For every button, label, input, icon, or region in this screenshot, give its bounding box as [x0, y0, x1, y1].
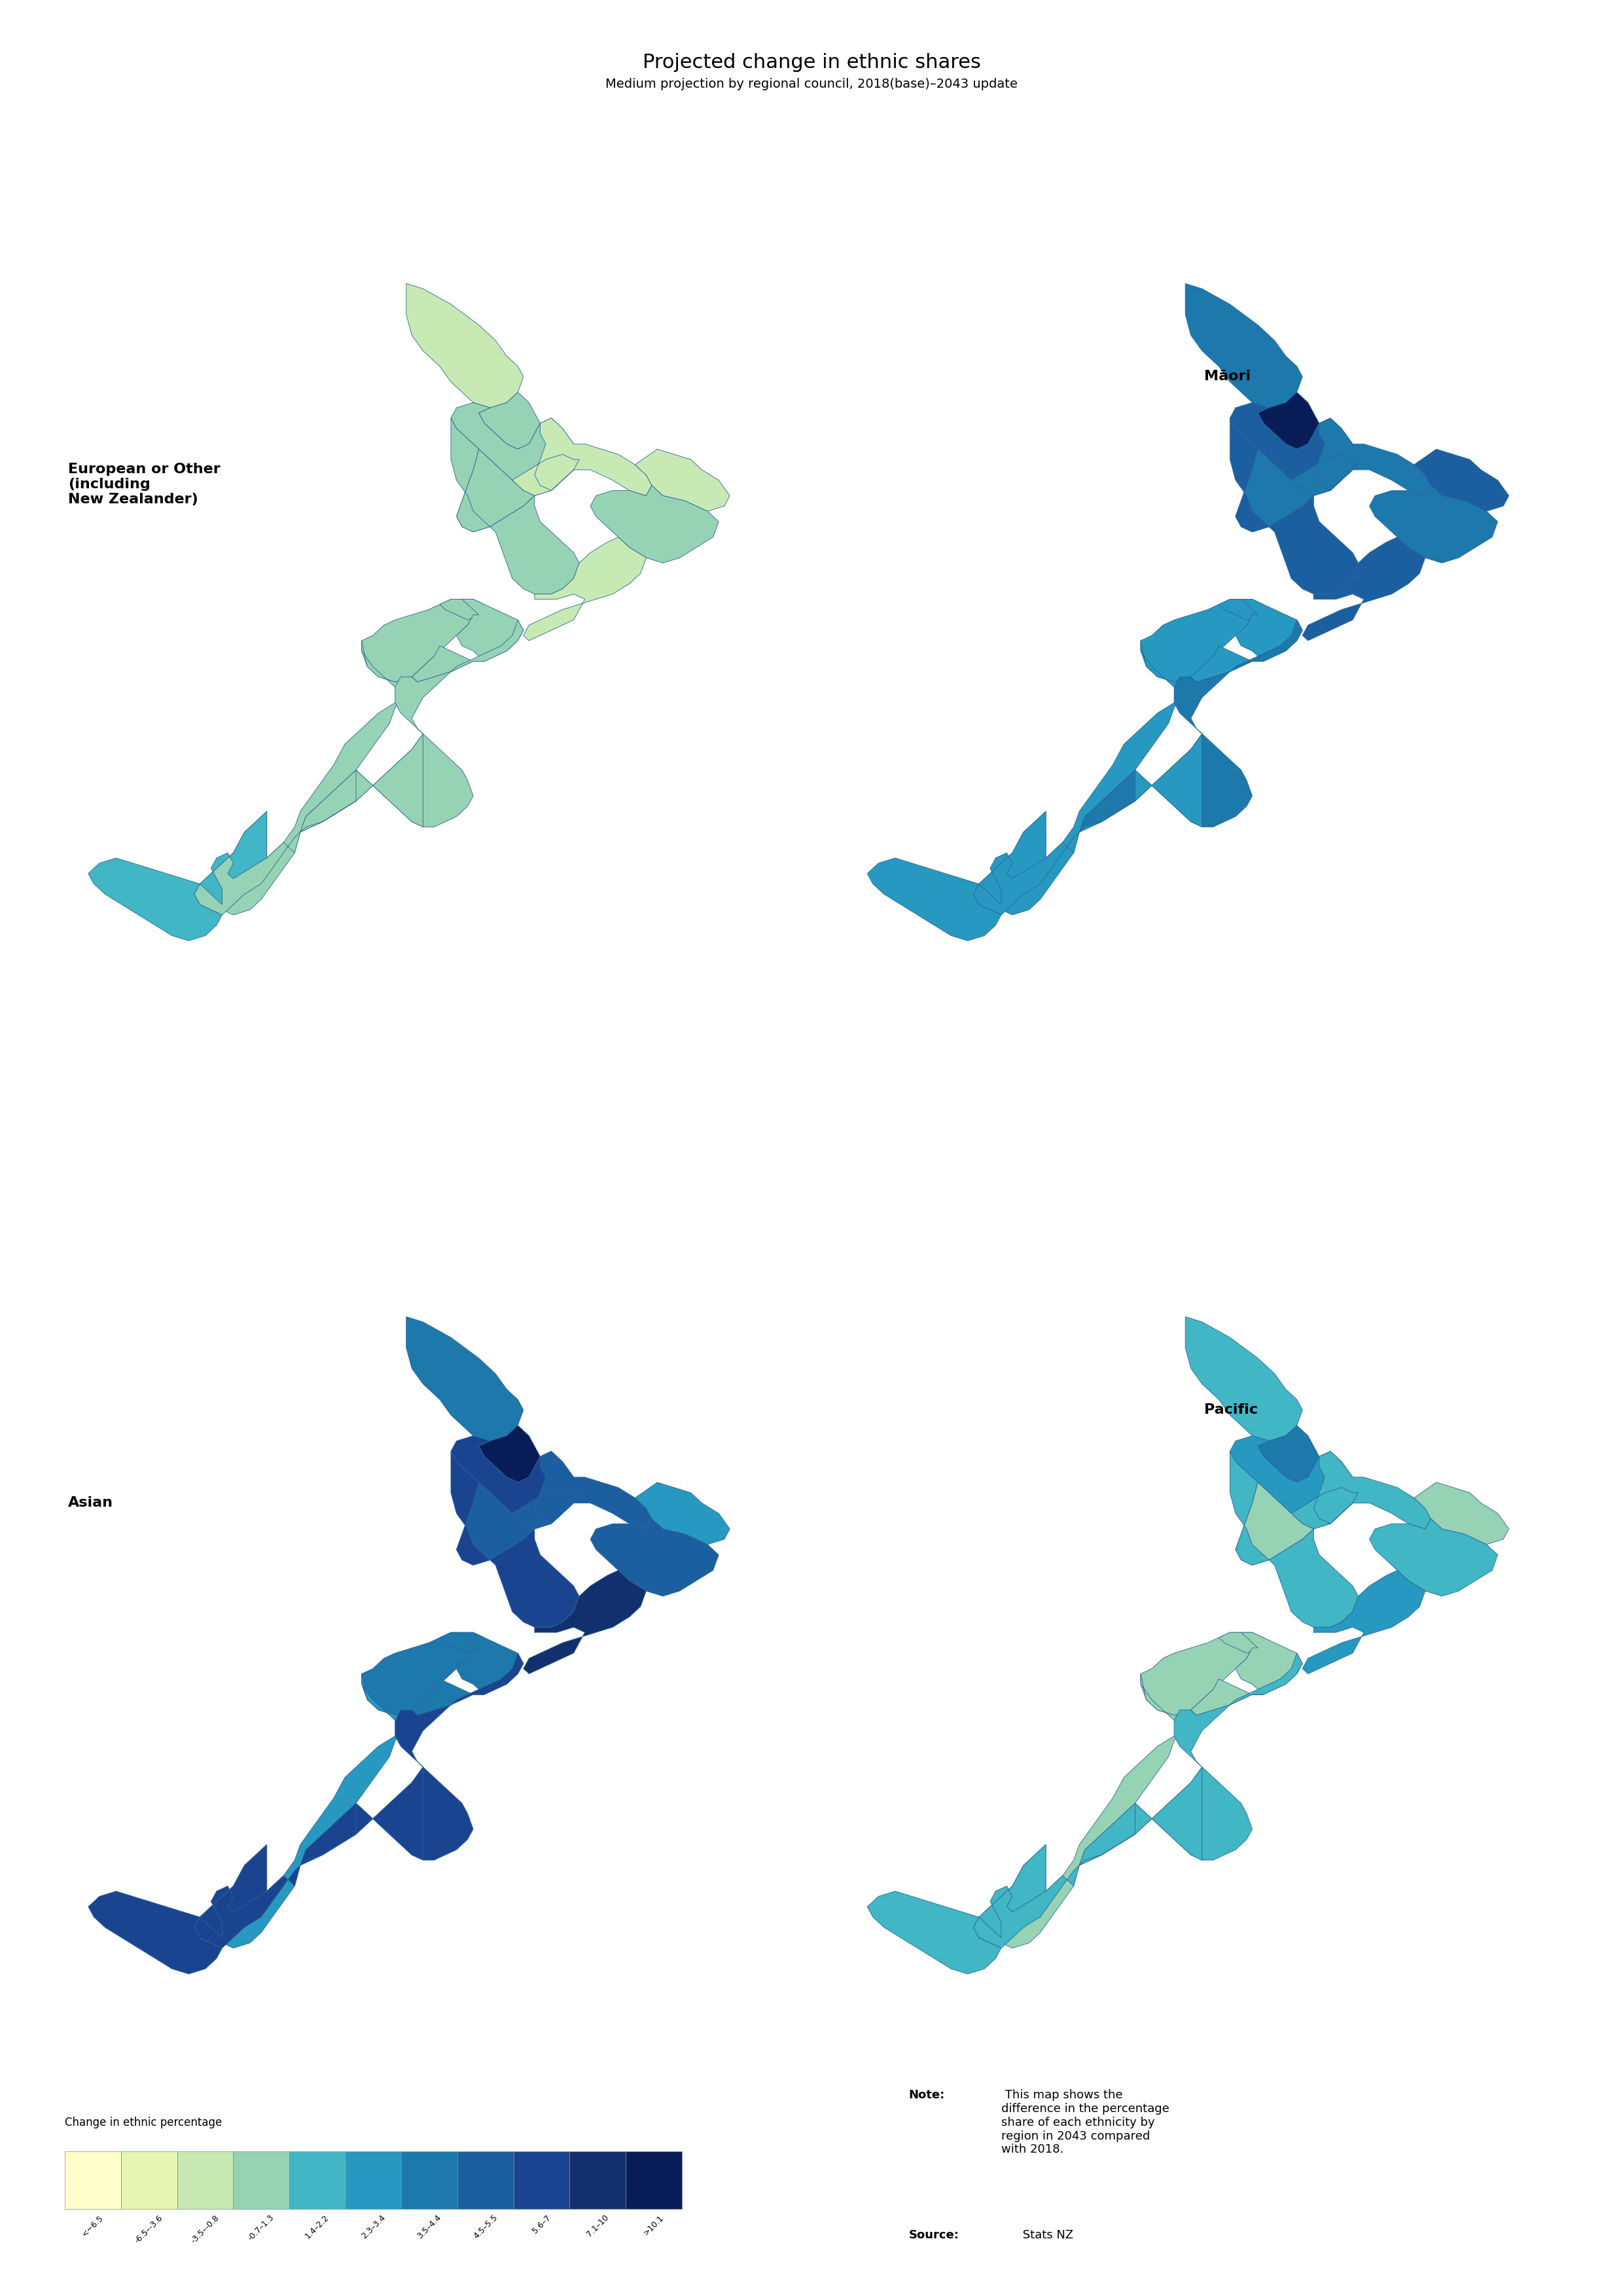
- Polygon shape: [1230, 1451, 1358, 1628]
- Polygon shape: [1370, 1518, 1498, 1596]
- Text: Projected change in ethnic shares: Projected change in ethnic shares: [643, 53, 980, 71]
- Polygon shape: [1191, 599, 1303, 682]
- Text: Source:: Source:: [909, 2229, 959, 2241]
- Text: >10.1: >10.1: [641, 2213, 665, 2236]
- Polygon shape: [995, 641, 1196, 914]
- Text: 2.3–3.4: 2.3–3.4: [360, 2213, 386, 2241]
- Polygon shape: [513, 1451, 652, 1529]
- Text: -6.5–-3.6: -6.5–-3.6: [133, 2213, 164, 2245]
- Polygon shape: [406, 1316, 524, 1442]
- Polygon shape: [300, 1653, 524, 1864]
- Polygon shape: [440, 599, 484, 620]
- Polygon shape: [1235, 450, 1313, 533]
- Text: Change in ethnic percentage: Change in ethnic percentage: [65, 2117, 222, 2128]
- Polygon shape: [1414, 1483, 1509, 1545]
- Polygon shape: [216, 641, 417, 914]
- Polygon shape: [456, 1483, 534, 1566]
- Polygon shape: [1219, 1632, 1263, 1653]
- Polygon shape: [362, 599, 474, 682]
- Polygon shape: [300, 620, 524, 831]
- Text: Asian: Asian: [68, 1497, 114, 1508]
- Polygon shape: [451, 1435, 579, 1529]
- Polygon shape: [867, 1844, 1045, 1975]
- Polygon shape: [1191, 1632, 1303, 1715]
- Text: 7.1–10: 7.1–10: [584, 2213, 610, 2239]
- Polygon shape: [974, 735, 1203, 914]
- Polygon shape: [451, 1451, 579, 1628]
- Text: 5.6–7: 5.6–7: [531, 2213, 552, 2234]
- Polygon shape: [88, 1844, 266, 1975]
- Text: -0.7–1.3: -0.7–1.3: [247, 2213, 276, 2243]
- Polygon shape: [412, 599, 524, 682]
- Polygon shape: [1370, 484, 1498, 563]
- Polygon shape: [1303, 537, 1425, 641]
- Polygon shape: [1079, 620, 1303, 831]
- Polygon shape: [451, 402, 579, 496]
- Text: -3.5–-0.8: -3.5–-0.8: [190, 2213, 221, 2245]
- Polygon shape: [479, 393, 540, 450]
- Polygon shape: [513, 418, 652, 496]
- Text: This map shows the
difference in the percentage
share of each ethnicity by
regio: This map shows the difference in the per…: [1001, 2089, 1170, 2156]
- Polygon shape: [440, 1632, 484, 1653]
- Polygon shape: [1258, 393, 1319, 450]
- Text: Māori: Māori: [1204, 370, 1251, 383]
- Text: European or Other
(including
New Zealander): European or Other (including New Zealand…: [68, 464, 221, 505]
- Polygon shape: [1185, 282, 1303, 409]
- Text: Note:: Note:: [909, 2089, 945, 2101]
- Polygon shape: [406, 282, 524, 409]
- Text: Medium projection by regional council, 2018(base)–2043 update: Medium projection by regional council, 2…: [605, 78, 1018, 90]
- Polygon shape: [1303, 1570, 1425, 1674]
- Polygon shape: [1292, 418, 1431, 496]
- Polygon shape: [995, 1674, 1196, 1947]
- Polygon shape: [1230, 402, 1358, 496]
- Polygon shape: [635, 450, 730, 512]
- Polygon shape: [195, 1768, 424, 1947]
- Text: Pacific: Pacific: [1204, 1403, 1258, 1417]
- Polygon shape: [1292, 1451, 1431, 1529]
- Polygon shape: [362, 1632, 474, 1715]
- Polygon shape: [195, 735, 424, 914]
- Polygon shape: [1258, 1426, 1319, 1483]
- Polygon shape: [412, 1632, 524, 1715]
- Polygon shape: [524, 1570, 646, 1674]
- Polygon shape: [867, 810, 1045, 941]
- Polygon shape: [591, 484, 719, 563]
- Polygon shape: [635, 1483, 730, 1545]
- Polygon shape: [1219, 599, 1263, 620]
- Polygon shape: [1235, 1483, 1313, 1566]
- Polygon shape: [456, 450, 534, 533]
- Text: 4.5–5.5: 4.5–5.5: [472, 2213, 500, 2241]
- Polygon shape: [591, 1518, 719, 1596]
- Polygon shape: [451, 418, 579, 595]
- Polygon shape: [524, 537, 646, 641]
- Polygon shape: [1141, 1632, 1253, 1715]
- Polygon shape: [1079, 1653, 1303, 1864]
- Polygon shape: [479, 1426, 540, 1483]
- Polygon shape: [1230, 1435, 1358, 1529]
- Polygon shape: [974, 1768, 1203, 1947]
- Polygon shape: [88, 810, 266, 941]
- Polygon shape: [1414, 450, 1509, 512]
- Text: 3.5–4.4: 3.5–4.4: [415, 2213, 443, 2241]
- Text: 1.4–2.2: 1.4–2.2: [304, 2213, 331, 2241]
- Polygon shape: [1141, 599, 1253, 682]
- Text: <−6.5: <−6.5: [81, 2213, 105, 2239]
- Polygon shape: [216, 1674, 417, 1947]
- Polygon shape: [1230, 418, 1358, 595]
- Text: Stats NZ: Stats NZ: [1019, 2229, 1074, 2241]
- Polygon shape: [1185, 1316, 1303, 1442]
